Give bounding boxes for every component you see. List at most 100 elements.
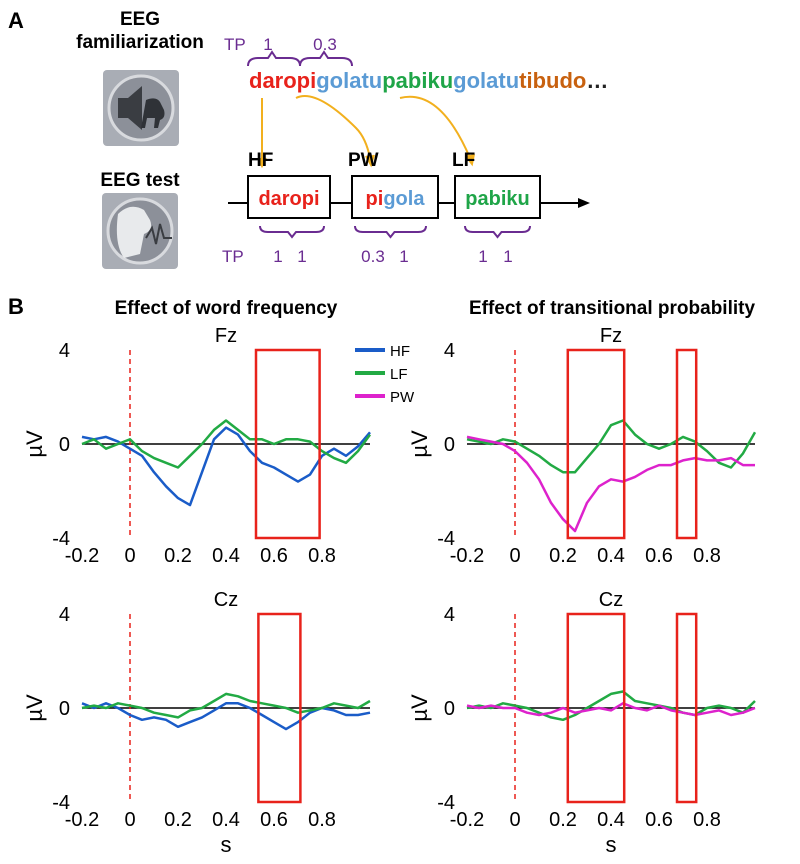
panel-label: B	[8, 294, 24, 319]
x-axis-label: s	[221, 832, 232, 857]
analysis-window	[675, 348, 698, 540]
x-tick-label: 0.4	[212, 809, 240, 831]
analysis-window	[675, 612, 698, 804]
y-tick-label: 0	[59, 698, 70, 720]
x-tick-label: 0.4	[597, 809, 625, 831]
x-tick-label: 0	[509, 809, 520, 831]
chart-title: Fz	[600, 325, 622, 347]
syllable-word: …	[586, 68, 608, 93]
tp-brace	[259, 225, 325, 239]
word-part: pabiku	[465, 188, 529, 210]
x-tick-label: 0	[509, 545, 520, 567]
y-tick-label: -4	[52, 528, 70, 550]
syllable-stream: daropigolatupabikugolatutibudo…	[249, 68, 608, 93]
test-item-label: PW	[348, 150, 379, 171]
x-tick-label: -0.2	[450, 545, 484, 567]
y-tick-label: 0	[444, 434, 455, 456]
analysis-window	[566, 612, 626, 804]
tp-label: TP	[222, 247, 244, 266]
series-line: PW	[466, 435, 755, 533]
tp-label: TP	[224, 35, 246, 54]
test-item-word: pigola	[366, 188, 426, 210]
x-axis-label: s	[606, 832, 617, 857]
analysis-window	[566, 348, 626, 540]
tp-brace	[354, 225, 427, 239]
y-axis-label: µV	[22, 694, 47, 722]
y-tick-label: 4	[444, 604, 455, 626]
x-tick-label: 0.4	[212, 545, 240, 567]
tp-value: 0.3	[361, 247, 385, 266]
x-tick-label: 0.8	[308, 545, 336, 567]
word-part: gola	[383, 188, 425, 210]
series-line: HF	[81, 426, 371, 507]
syllable-word: daropi	[249, 68, 316, 93]
analysis-window	[254, 348, 321, 540]
x-tick-label: -0.2	[450, 809, 484, 831]
series-line: LF	[81, 692, 371, 719]
tp-value: 1	[297, 247, 306, 266]
tp-value: 1	[478, 247, 487, 266]
test-label: EEG test	[100, 170, 180, 191]
familiarization-label: EEG familiarization	[76, 9, 204, 53]
syllable-word: pabiku	[382, 68, 453, 93]
speaker-icon	[103, 70, 179, 146]
y-axis-label: µV	[407, 694, 432, 722]
x-tick-label: 0.8	[693, 809, 721, 831]
chart-title: Cz	[214, 589, 238, 611]
test-item-word: daropi	[258, 188, 319, 210]
chart-title: Cz	[599, 589, 623, 611]
tp-brace	[247, 50, 353, 67]
familiarization-label-box: EEG familiarization	[76, 9, 204, 53]
x-tick-label: 0.2	[164, 545, 192, 567]
y-tick-label: -4	[52, 792, 70, 814]
x-tick-label: 0.6	[645, 809, 673, 831]
chart-title: Fz	[215, 325, 237, 347]
y-axis-label: µV	[22, 430, 47, 458]
syllable-word: tibudo	[519, 68, 586, 93]
y-tick-label: -4	[437, 528, 455, 550]
tp-value: 1	[503, 247, 512, 266]
y-tick-label: 0	[59, 434, 70, 456]
series-line: LF	[466, 419, 757, 474]
x-tick-label: 0.8	[308, 809, 336, 831]
y-axis-label: µV	[407, 430, 432, 458]
legend-label: LF	[390, 366, 408, 383]
x-tick-label: 0.2	[164, 809, 192, 831]
x-tick-label: 0.2	[549, 809, 577, 831]
dog-icon	[102, 193, 178, 269]
syllable-word: golatu	[453, 68, 519, 93]
y-tick-label: 4	[444, 340, 455, 362]
arrows	[257, 95, 475, 169]
test-item-label: LF	[452, 150, 475, 171]
legend-label: PW	[390, 389, 415, 406]
tp-value: 1	[273, 247, 282, 266]
x-tick-label: 0.4	[597, 545, 625, 567]
test-item-box	[351, 175, 439, 219]
series-line: LF	[466, 690, 756, 722]
analysis-window	[257, 612, 302, 804]
series-line: PW	[466, 702, 756, 717]
x-tick-label: -0.2	[65, 545, 99, 567]
x-tick-label: 0.8	[693, 545, 721, 567]
test-item-box	[454, 175, 541, 219]
x-tick-label: 0.6	[645, 545, 673, 567]
panel-label: A	[8, 8, 24, 33]
x-tick-label: 0	[124, 809, 135, 831]
x-tick-label: 0	[124, 545, 135, 567]
timeline-arrow	[578, 198, 590, 208]
test-item-label: HF	[248, 150, 273, 171]
y-tick-label: 4	[59, 604, 70, 626]
x-tick-label: 0.6	[260, 545, 288, 567]
y-tick-label: 0	[444, 698, 455, 720]
test-item-box	[247, 175, 331, 219]
test-item-word: pabiku	[465, 188, 529, 210]
series-line: LF	[81, 419, 372, 469]
x-tick-label: -0.2	[65, 809, 99, 831]
tp-value: 1	[399, 247, 408, 266]
